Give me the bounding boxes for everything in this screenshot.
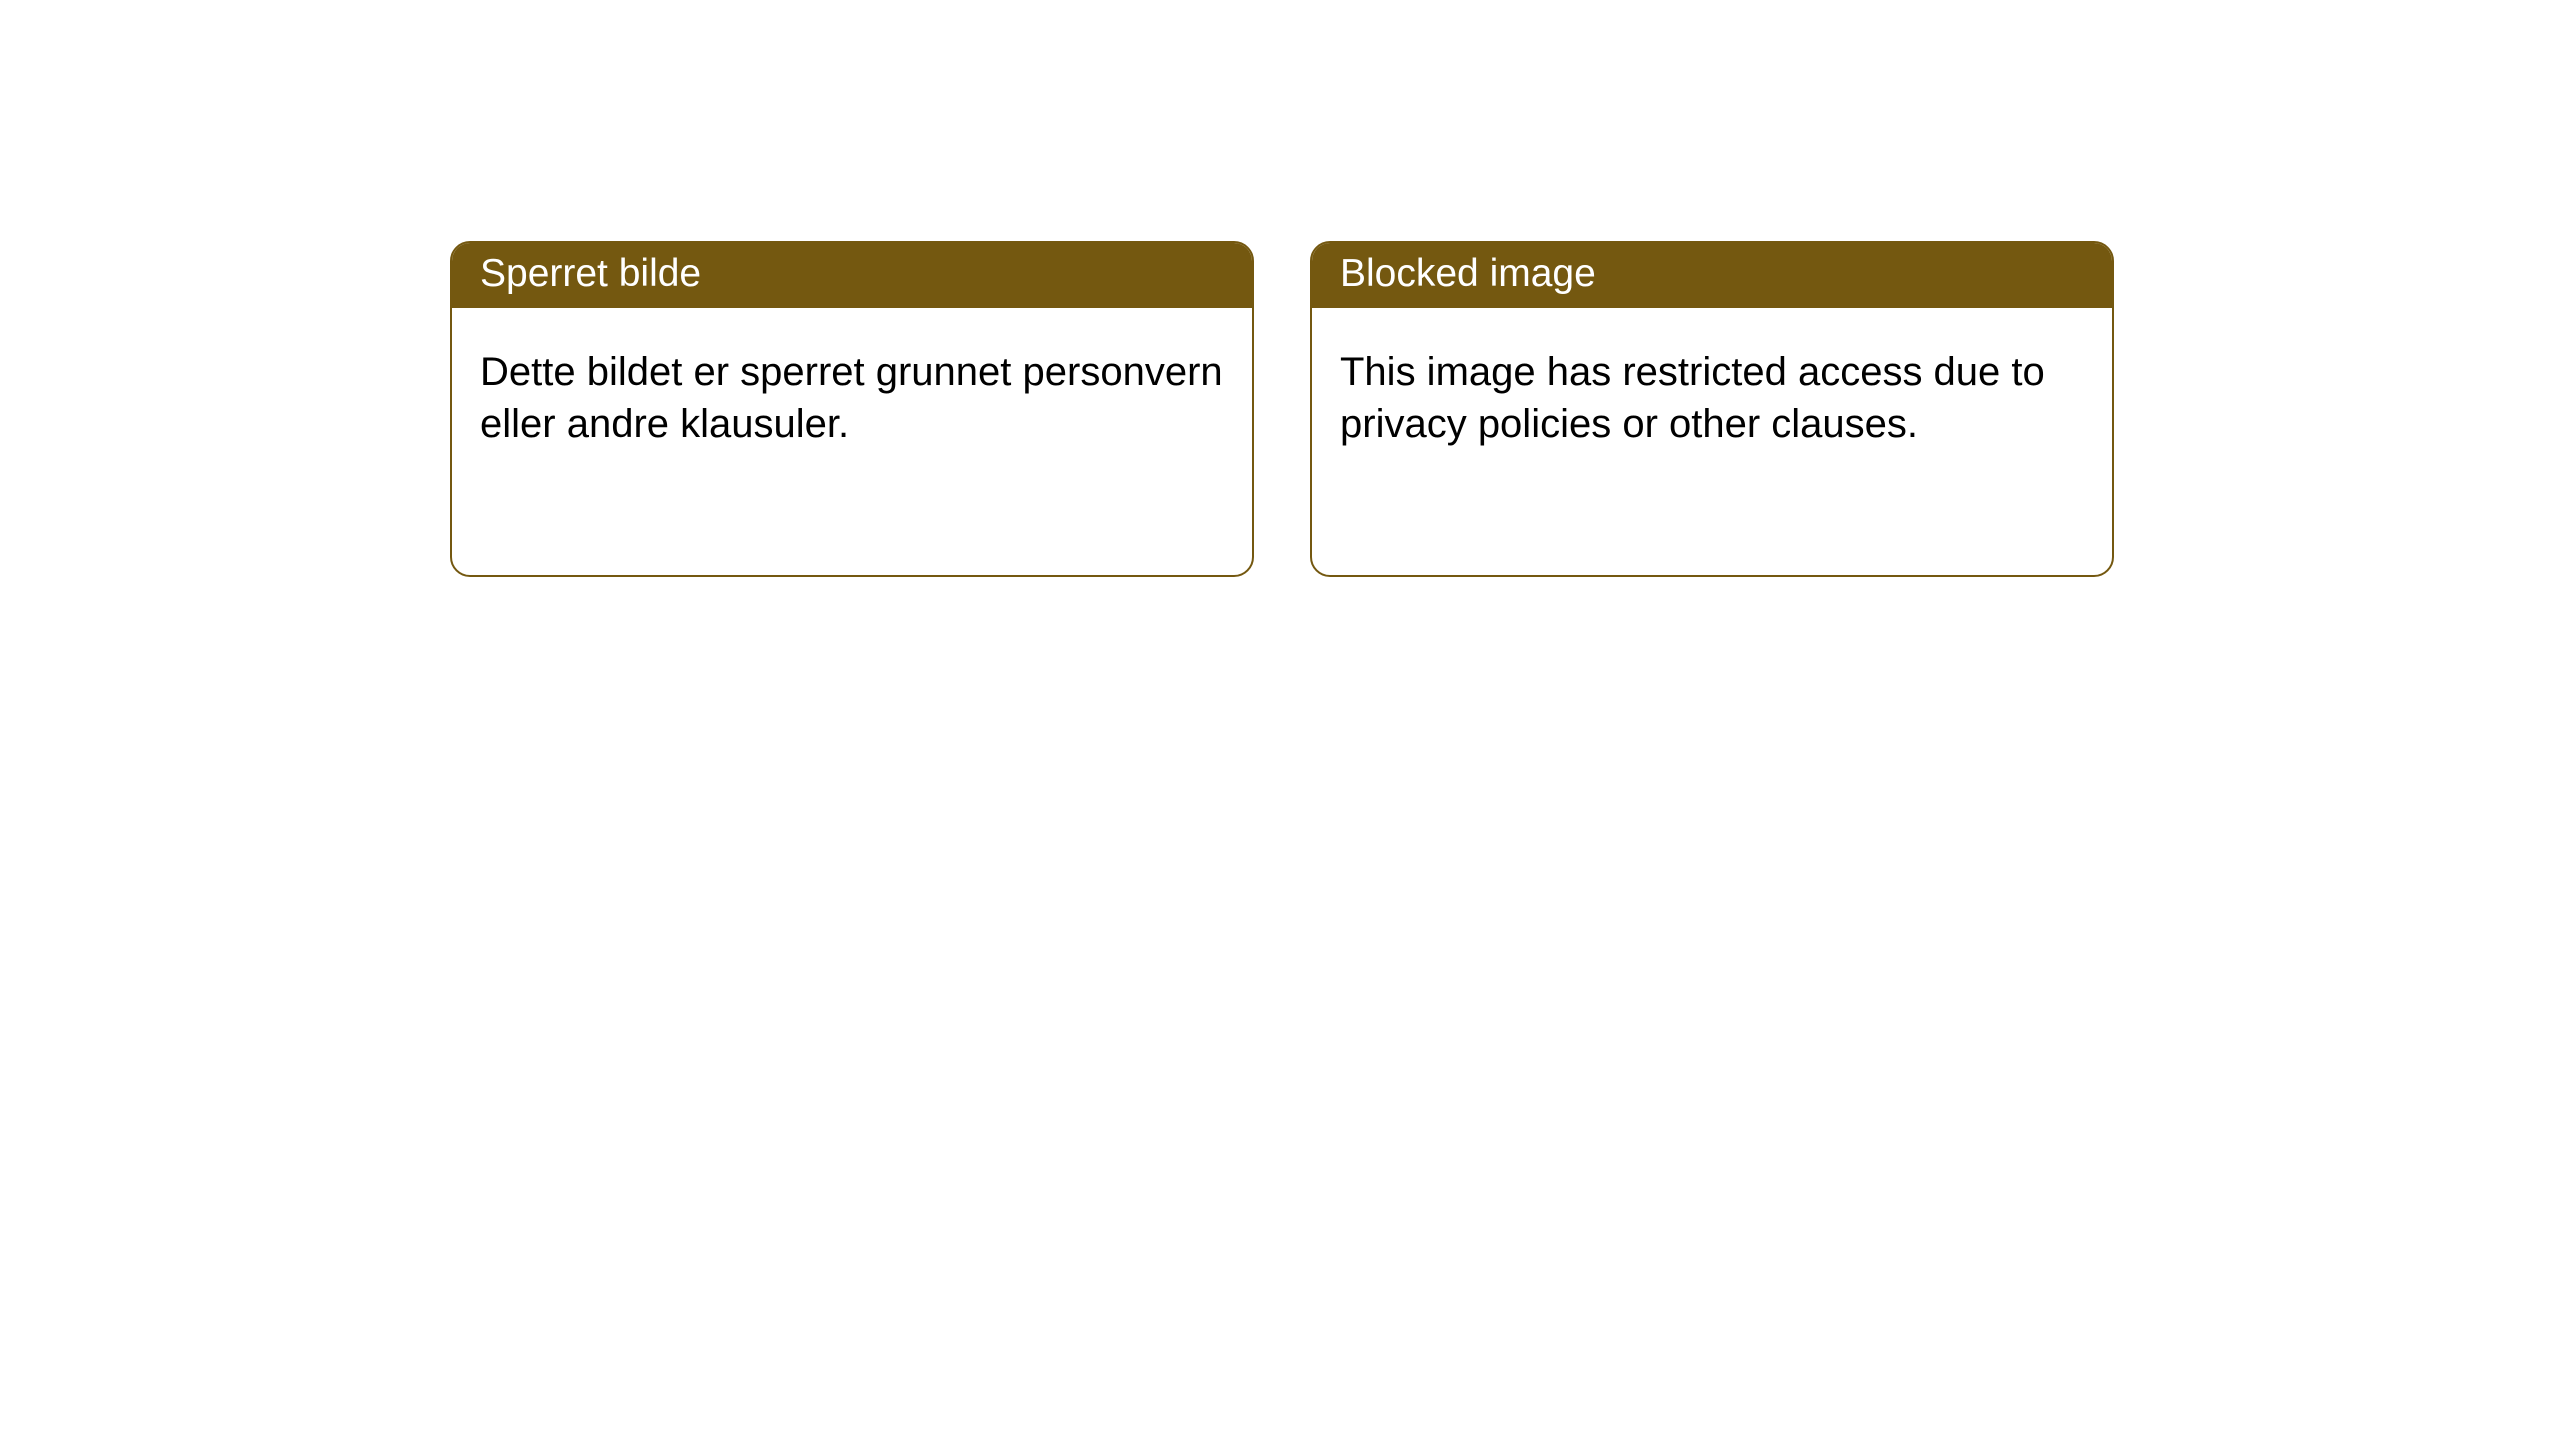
notice-header-norwegian: Sperret bilde (452, 243, 1252, 308)
notice-card-english: Blocked image This image has restricted … (1310, 241, 2114, 577)
notice-body-english: This image has restricted access due to … (1312, 308, 2112, 478)
notice-body-norwegian: Dette bildet er sperret grunnet personve… (452, 308, 1252, 478)
notice-container: Sperret bilde Dette bildet er sperret gr… (0, 0, 2560, 577)
notice-header-english: Blocked image (1312, 243, 2112, 308)
notice-card-norwegian: Sperret bilde Dette bildet er sperret gr… (450, 241, 1254, 577)
